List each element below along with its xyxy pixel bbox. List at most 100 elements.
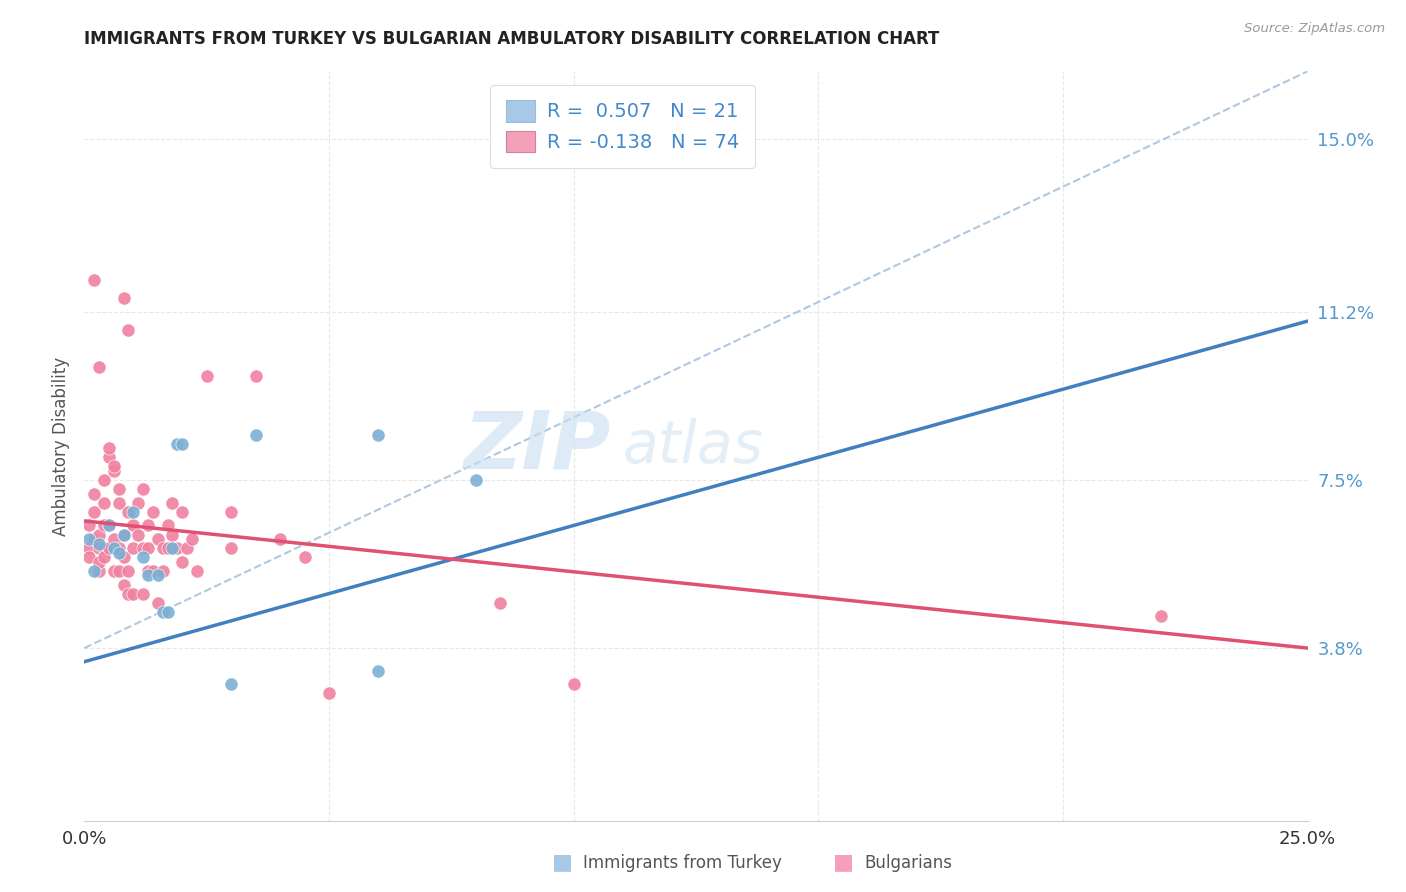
Point bbox=[112, 527, 135, 541]
Point bbox=[146, 568, 169, 582]
Point bbox=[83, 486, 105, 500]
Point bbox=[162, 527, 184, 541]
Point bbox=[112, 550, 135, 565]
Y-axis label: Ambulatory Disability: Ambulatory Disability bbox=[52, 357, 70, 535]
Point bbox=[93, 496, 115, 510]
Point bbox=[162, 541, 184, 556]
Point bbox=[219, 677, 242, 691]
Point bbox=[107, 482, 129, 496]
Point bbox=[132, 550, 155, 565]
Point bbox=[93, 518, 115, 533]
Point bbox=[122, 518, 145, 533]
Point bbox=[122, 505, 145, 519]
Point bbox=[162, 496, 184, 510]
Point bbox=[117, 505, 139, 519]
Point bbox=[93, 473, 115, 487]
Point bbox=[112, 527, 135, 541]
Point bbox=[97, 541, 120, 556]
Point bbox=[112, 292, 135, 306]
Point bbox=[87, 359, 110, 374]
Point bbox=[103, 464, 125, 478]
Point bbox=[107, 496, 129, 510]
Text: ■: ■ bbox=[553, 853, 572, 872]
Point bbox=[136, 518, 159, 533]
Point bbox=[87, 555, 110, 569]
Point bbox=[132, 482, 155, 496]
Point bbox=[97, 450, 120, 465]
Point bbox=[146, 596, 169, 610]
Point bbox=[136, 568, 159, 582]
Point bbox=[103, 459, 125, 474]
Point bbox=[142, 505, 165, 519]
Point bbox=[1150, 609, 1173, 624]
Point bbox=[83, 532, 105, 546]
Point bbox=[269, 532, 291, 546]
Point bbox=[219, 541, 242, 556]
Point bbox=[77, 532, 100, 546]
Point bbox=[103, 564, 125, 578]
Point bbox=[93, 550, 115, 565]
Point bbox=[117, 564, 139, 578]
Point bbox=[132, 541, 155, 556]
Point bbox=[77, 550, 100, 565]
Point bbox=[176, 541, 198, 556]
Point bbox=[172, 505, 194, 519]
Point bbox=[103, 541, 125, 556]
Point bbox=[464, 473, 486, 487]
Point bbox=[367, 664, 389, 678]
Point bbox=[219, 505, 242, 519]
Point bbox=[93, 541, 115, 556]
Point bbox=[87, 536, 110, 550]
Point bbox=[146, 532, 169, 546]
Point bbox=[83, 273, 105, 287]
Point bbox=[172, 436, 194, 450]
Point bbox=[97, 518, 120, 533]
Point bbox=[132, 586, 155, 600]
Point bbox=[489, 596, 512, 610]
Point bbox=[136, 564, 159, 578]
Point bbox=[318, 686, 340, 700]
Text: atlas: atlas bbox=[623, 417, 763, 475]
Point bbox=[117, 586, 139, 600]
Point bbox=[181, 532, 204, 546]
Point bbox=[107, 546, 129, 560]
Point bbox=[166, 436, 188, 450]
Legend: R =  0.507   N = 21, R = -0.138   N = 74: R = 0.507 N = 21, R = -0.138 N = 74 bbox=[491, 85, 755, 168]
Point bbox=[83, 564, 105, 578]
Point bbox=[245, 427, 267, 442]
Point bbox=[152, 605, 174, 619]
Point bbox=[156, 518, 179, 533]
Point bbox=[87, 541, 110, 556]
Text: Bulgarians: Bulgarians bbox=[865, 855, 953, 872]
Point bbox=[107, 541, 129, 556]
Point bbox=[117, 323, 139, 337]
Point bbox=[122, 586, 145, 600]
Point bbox=[245, 368, 267, 383]
Point bbox=[367, 427, 389, 442]
Point bbox=[156, 605, 179, 619]
Point bbox=[87, 564, 110, 578]
Point bbox=[136, 541, 159, 556]
Text: Immigrants from Turkey: Immigrants from Turkey bbox=[583, 855, 782, 872]
Point bbox=[186, 564, 208, 578]
Point bbox=[152, 564, 174, 578]
Point bbox=[127, 527, 149, 541]
Point bbox=[122, 541, 145, 556]
Text: Source: ZipAtlas.com: Source: ZipAtlas.com bbox=[1244, 22, 1385, 36]
Point bbox=[156, 541, 179, 556]
Point bbox=[127, 496, 149, 510]
Point bbox=[87, 527, 110, 541]
Point bbox=[107, 564, 129, 578]
Point bbox=[152, 541, 174, 556]
Point bbox=[142, 564, 165, 578]
Text: IMMIGRANTS FROM TURKEY VS BULGARIAN AMBULATORY DISABILITY CORRELATION CHART: IMMIGRANTS FROM TURKEY VS BULGARIAN AMBU… bbox=[84, 29, 939, 47]
Point bbox=[103, 532, 125, 546]
Point bbox=[97, 518, 120, 533]
Point bbox=[294, 550, 316, 565]
Point bbox=[97, 442, 120, 456]
Text: ■: ■ bbox=[834, 853, 853, 872]
Point bbox=[195, 368, 218, 383]
Point bbox=[112, 577, 135, 591]
Point bbox=[166, 541, 188, 556]
Point bbox=[172, 555, 194, 569]
